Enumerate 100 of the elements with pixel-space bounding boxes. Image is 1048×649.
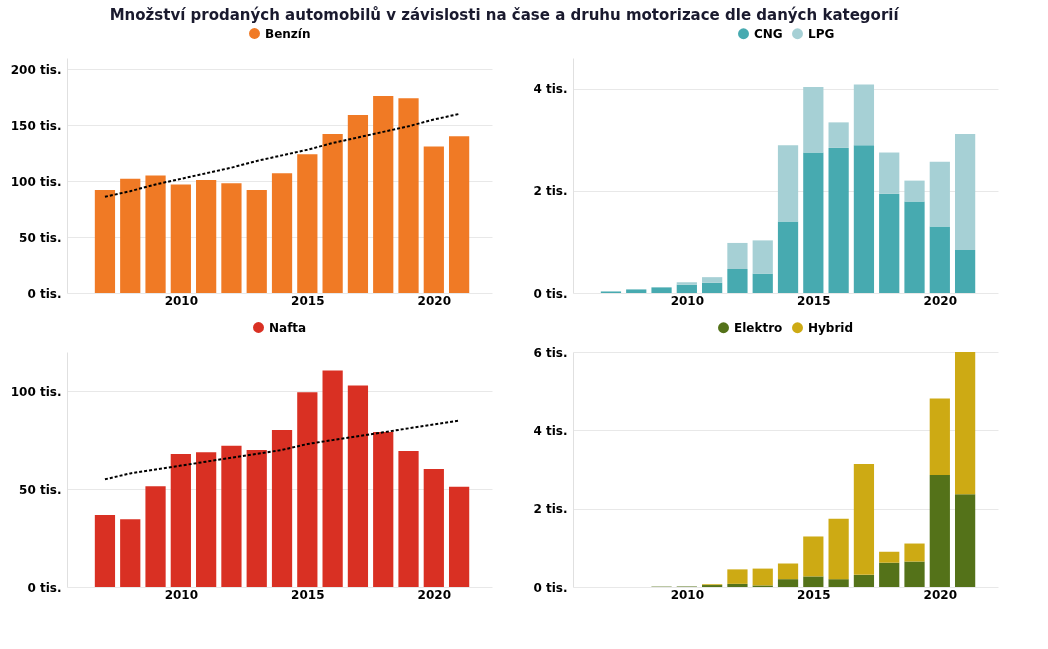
bar xyxy=(626,289,647,293)
bar xyxy=(904,561,925,587)
bar xyxy=(879,193,900,293)
chart-title: Množství prodaných automobilů v závislosti na čase a druhu motorizace dle daných kategorií xyxy=(109,6,900,24)
bar xyxy=(651,287,672,293)
bar xyxy=(373,96,394,293)
bar xyxy=(347,385,369,587)
y-tick-label: 100 tis. xyxy=(10,384,62,399)
bar xyxy=(322,134,343,293)
x-tick-label: 2015 xyxy=(291,293,325,308)
bar xyxy=(271,429,293,587)
bar xyxy=(929,474,950,587)
bar xyxy=(879,562,900,587)
y-tick-label: 0 tis. xyxy=(27,580,62,595)
x-tick-label: 2020 xyxy=(417,293,452,308)
x-tick-label: 2010 xyxy=(164,293,199,308)
bar xyxy=(803,576,824,587)
legend-label: Elektro xyxy=(734,320,783,335)
bar xyxy=(954,250,976,293)
x-tick-label: 2020 xyxy=(923,293,958,308)
bar xyxy=(702,282,723,293)
bar xyxy=(853,84,875,146)
bar xyxy=(853,574,875,587)
bar xyxy=(803,152,824,293)
bar xyxy=(777,579,799,587)
legend-label: Nafta xyxy=(269,320,307,335)
bar xyxy=(853,464,875,575)
x-tick-label: 2020 xyxy=(417,587,452,602)
bar xyxy=(221,445,242,587)
bar xyxy=(145,486,166,587)
bar xyxy=(373,431,394,587)
bar xyxy=(879,152,900,194)
bar xyxy=(145,175,166,293)
bar xyxy=(929,398,950,475)
x-tick-label: 2010 xyxy=(670,587,705,602)
bar xyxy=(94,514,116,587)
bar xyxy=(853,145,875,293)
bar xyxy=(196,452,217,587)
bar xyxy=(929,161,950,227)
bar xyxy=(727,569,748,584)
bar xyxy=(777,221,799,293)
bar xyxy=(954,494,976,587)
y-tick-label: 200 tis. xyxy=(10,62,62,77)
y-tick-label: 6 tis. xyxy=(533,345,568,360)
bar xyxy=(904,180,925,202)
bar xyxy=(752,273,773,293)
x-tick-label: 2015 xyxy=(797,587,831,602)
x-tick-label: 2010 xyxy=(670,293,705,308)
legend-label: Hybrid xyxy=(808,320,854,335)
bar xyxy=(777,563,799,580)
bar xyxy=(297,392,318,587)
bar xyxy=(828,518,849,580)
bar xyxy=(879,551,900,563)
bar xyxy=(904,201,925,293)
x-tick-label: 2015 xyxy=(291,587,325,602)
bar xyxy=(727,583,748,587)
y-tick-label: 50 tis. xyxy=(19,482,62,497)
legend-label: LPG xyxy=(808,26,835,41)
bar xyxy=(120,178,141,293)
y-tick-label: 150 tis. xyxy=(10,118,62,133)
bar xyxy=(676,284,697,293)
bar xyxy=(221,183,242,293)
bar xyxy=(246,190,267,293)
bar xyxy=(777,145,799,222)
y-tick-label: 50 tis. xyxy=(19,230,62,245)
bar xyxy=(170,184,191,293)
legend-label: CNG xyxy=(754,26,783,41)
bar xyxy=(828,147,849,293)
bar xyxy=(297,154,318,293)
bar xyxy=(904,543,925,562)
line-series xyxy=(103,419,461,481)
bar xyxy=(828,122,849,148)
bar xyxy=(803,87,824,153)
bar xyxy=(246,450,267,587)
bar xyxy=(954,352,976,495)
x-tick-label: 2010 xyxy=(164,587,199,602)
legend-label: Benzín xyxy=(265,26,311,41)
bar xyxy=(676,282,697,285)
bar xyxy=(94,190,116,293)
x-tick-label: 2020 xyxy=(923,587,958,602)
bar xyxy=(752,240,773,274)
bar xyxy=(929,226,950,293)
bar xyxy=(347,115,369,293)
bar xyxy=(170,454,191,587)
bar xyxy=(423,146,444,293)
bar xyxy=(196,179,217,293)
bar xyxy=(120,519,141,587)
y-tick-label: 4 tis. xyxy=(533,423,568,438)
x-tick-label: 2015 xyxy=(797,293,831,308)
y-tick-label: 0 tis. xyxy=(533,580,568,595)
bar xyxy=(423,468,444,587)
y-tick-label: 100 tis. xyxy=(10,174,62,189)
line-series xyxy=(103,112,461,198)
bar xyxy=(752,568,773,586)
bar xyxy=(702,277,723,283)
bar xyxy=(398,451,419,587)
bar xyxy=(828,579,849,587)
bar xyxy=(398,98,419,293)
bar xyxy=(322,370,343,587)
y-tick-label: 2 tis. xyxy=(533,502,568,517)
